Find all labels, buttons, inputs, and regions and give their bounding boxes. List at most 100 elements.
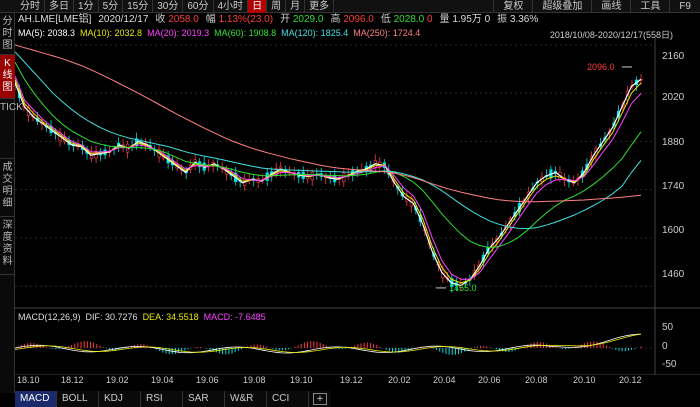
tab-period-day[interactable]: 日 xyxy=(248,0,268,13)
high-label: 高 xyxy=(330,14,341,25)
tab-period-5min[interactable]: 5分 xyxy=(99,0,124,13)
macd-dea: DEA: 34.5518 xyxy=(142,312,199,322)
change-field: 幅 1.13%(23.0) xyxy=(206,13,273,26)
tab-rsi[interactable]: RSI xyxy=(141,391,183,407)
add-indicator-button[interactable]: + xyxy=(313,393,327,405)
tab-period-60min[interactable]: 60分 xyxy=(183,0,214,13)
change-label: 幅 xyxy=(205,14,216,25)
x-tick: 20.04 xyxy=(433,375,456,385)
side-tab-label: K线图 xyxy=(2,58,13,93)
amplitude-field: 振 3.36% xyxy=(497,13,538,26)
f9-button[interactable]: F9 xyxy=(669,0,700,13)
chart-grid xyxy=(15,38,700,375)
macd-y-tick: 0 xyxy=(662,341,668,352)
quote-bar: AH.LME[LME铝] 2020/12/17 收 2058.0 幅 1.13%… xyxy=(18,13,538,26)
tab-period-more[interactable]: 更多 xyxy=(305,0,335,13)
low-field: 低 2028.0 0 xyxy=(381,13,433,26)
ma-line-ma20 xyxy=(15,75,642,280)
y-tick: 1600 xyxy=(662,225,685,236)
tab-period-30min[interactable]: 30分 xyxy=(153,0,184,13)
y-tick: 1880 xyxy=(662,137,685,148)
y-tick: 2020 xyxy=(662,92,685,103)
open-field: 开 2029.0 xyxy=(280,13,323,26)
ma-lines xyxy=(15,44,642,287)
kline-chart[interactable]: 2096.0 1455.0 xyxy=(15,38,700,375)
close-field: 收 2058.0 xyxy=(155,13,198,26)
change-value: 1.13%(23.0) xyxy=(218,14,274,25)
period-tabs: 分时 多日 1分 5分 15分 30分 60分 4小时 日 周 月 更多 xyxy=(16,0,335,13)
macd-y-tick: -50 xyxy=(662,359,677,370)
ma5-label: MA(5): 2038.3 xyxy=(18,28,76,38)
symbol-name: AH.LME[LME铝] xyxy=(18,14,92,25)
x-tick: 18.12 xyxy=(61,375,84,385)
tab-macd[interactable]: MACD xyxy=(15,391,57,407)
macd-dif-line xyxy=(15,333,642,354)
high-label: 2096.0 xyxy=(587,62,615,72)
macd-panel xyxy=(15,333,642,355)
tab-boll[interactable]: BOLL xyxy=(57,391,99,407)
tab-period-1min[interactable]: 1分 xyxy=(74,0,99,13)
tab-kdj[interactable]: KDJ xyxy=(99,391,141,407)
ma10-label: MA(10): 2032.8 xyxy=(80,28,143,38)
y-tick: 1740 xyxy=(662,181,685,192)
x-tick: 20.02 xyxy=(388,375,411,385)
macd-y-tick: 50 xyxy=(662,322,674,333)
date-range: 2018/10/08-2020/12/17(558日) xyxy=(549,30,673,40)
quote-date: 2020/12/17 xyxy=(98,14,149,25)
macd-legend: MACD(12,26,9) DIF: 30.7276 DEA: 34.5518 … xyxy=(18,311,266,323)
x-tick: 19.12 xyxy=(340,375,363,385)
side-tab-tick[interactable]: TICK xyxy=(0,99,23,159)
tab-sar[interactable]: SAR xyxy=(183,391,225,407)
side-tabs: 分时图 K线图 TICK 成交明细 深度资料 xyxy=(0,13,23,393)
tools-button[interactable]: 工具 xyxy=(630,0,669,13)
ma60-label: MA(60): 1908.8 xyxy=(214,28,277,38)
high-field: 高 2096.0 xyxy=(330,13,373,26)
side-tab-label: 成交明细 xyxy=(2,162,13,209)
side-tab-label: 分时图 xyxy=(2,16,13,51)
ma-legend: MA(5): 2038.3 MA(10): 2032.8 MA(20): 201… xyxy=(18,27,420,39)
side-tab-label: TICK xyxy=(0,102,23,113)
open-label: 开 xyxy=(280,14,291,25)
tab-period-timeshare[interactable]: 分时 xyxy=(16,0,45,13)
amp-zero: 0 xyxy=(484,14,491,25)
x-tick: 20.10 xyxy=(573,375,596,385)
close-label: 收 xyxy=(155,14,166,25)
macd-dea-line xyxy=(15,333,642,353)
side-tab-label: 深度资料 xyxy=(2,220,13,267)
volume-value: 1.95万 xyxy=(452,14,482,25)
macd-dif: DIF: 30.7276 xyxy=(85,312,138,322)
tab-period-week[interactable]: 周 xyxy=(267,0,287,13)
amplitude-value: 3.36% xyxy=(509,14,539,25)
low-label: 低 xyxy=(380,14,391,25)
draw-line-button[interactable]: 画线 xyxy=(591,0,630,13)
open-value: 2029.0 xyxy=(292,14,324,25)
volume-label: 量 xyxy=(439,14,450,25)
macd-value: MACD: -7.6485 xyxy=(203,312,266,322)
tab-period-15min[interactable]: 15分 xyxy=(123,0,154,13)
x-tick: 19.04 xyxy=(151,375,174,385)
tab-cci[interactable]: CCI xyxy=(267,391,309,407)
adjust-button[interactable]: 复权 xyxy=(493,0,532,13)
tab-period-multiday[interactable]: 多日 xyxy=(45,0,74,13)
side-tab-kline[interactable]: K线图 xyxy=(0,55,15,99)
overlay-button[interactable]: 超级叠加 xyxy=(532,0,591,13)
tab-period-month[interactable]: 月 xyxy=(286,0,306,13)
ma-line-ma120 xyxy=(15,51,642,230)
x-tick: 20.08 xyxy=(525,375,548,385)
side-tab-timeshare[interactable]: 分时图 xyxy=(0,13,15,55)
x-tick: 19.08 xyxy=(243,375,266,385)
side-tab-detail[interactable]: 成交明细 xyxy=(0,159,15,217)
x-tick: 19.06 xyxy=(196,375,219,385)
ma120-label: MA(120): 1825.4 xyxy=(281,28,349,38)
ma250-label: MA(250): 1724.4 xyxy=(353,28,421,38)
indicator-tabs: MACD BOLL KDJ RSI SAR W&R CCI + xyxy=(15,391,331,407)
vol-zero: 0 xyxy=(426,14,433,25)
side-tab-depth[interactable]: 深度资料 xyxy=(0,217,15,275)
tab-wr[interactable]: W&R xyxy=(225,391,267,407)
tab-period-4hour[interactable]: 4小时 xyxy=(214,0,249,13)
y-tick: 1460 xyxy=(662,269,685,280)
high-value: 2096.0 xyxy=(343,14,374,25)
right-tools: 复权 超级叠加 画线 工具 F9 xyxy=(493,0,700,13)
y-tick: 2160 xyxy=(662,51,685,62)
low-value: 2028.0 xyxy=(393,14,425,25)
